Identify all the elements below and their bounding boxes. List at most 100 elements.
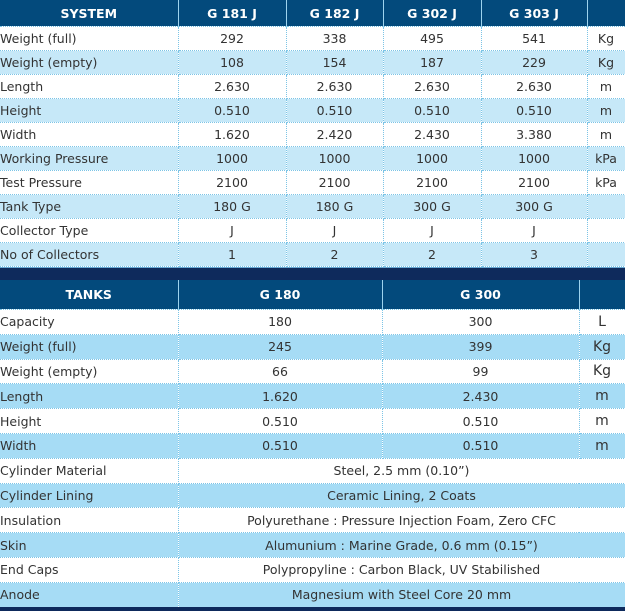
row-label: Weight (empty)	[0, 50, 179, 75]
cell-value: 2.630	[286, 74, 384, 99]
cell-value: 245	[178, 334, 383, 360]
unit-cell: kPa	[587, 170, 625, 195]
unit-cell	[587, 194, 625, 219]
cell-value: J	[383, 218, 482, 243]
cell-value: 300 G	[481, 194, 588, 219]
cell-value: 0.510	[178, 433, 383, 459]
row-label: Height	[0, 408, 179, 434]
cell-value: 154	[286, 50, 384, 75]
cell-value: Alumunium : Marine Grade, 0.6 mm (0.15”)	[178, 532, 625, 558]
unit-cell: Kg	[579, 359, 625, 385]
unit-cell: L	[579, 309, 625, 335]
unit-cell: Kg	[587, 50, 625, 75]
cell-value: 1.620	[178, 122, 287, 147]
cell-value: J	[178, 218, 287, 243]
column-header: TANKS	[0, 280, 179, 310]
unit-cell: Kg	[587, 26, 625, 51]
table-row: Height 0.510 0.510 0.510 0.510 m	[0, 98, 625, 123]
cell-value: 1000	[383, 146, 482, 171]
table-row: Weight (full) 245 399 Kg	[0, 334, 625, 360]
row-label: Weight (full)	[0, 334, 179, 360]
row-label: Length	[0, 383, 179, 410]
row-label: Length	[0, 74, 179, 99]
cell-value: 180 G	[178, 194, 287, 219]
cell-value: 0.510	[382, 433, 580, 459]
table-row: Cylinder Lining Ceramic Lining, 2 Coats	[0, 483, 625, 509]
unit-cell: m	[579, 433, 625, 459]
cell-value: 399	[382, 334, 580, 360]
cell-value: 1000	[178, 146, 287, 171]
table-row: Height 0.510 0.510 m	[0, 408, 625, 434]
unit-cell: kPa	[587, 146, 625, 171]
unit-cell: m	[579, 383, 625, 410]
cell-value: 66	[178, 359, 383, 385]
cell-value: 2100	[286, 170, 384, 195]
table-row: Skin Alumunium : Marine Grade, 0.6 mm (0.…	[0, 532, 625, 558]
cell-value: 0.510	[178, 98, 287, 123]
cell-value: 108	[178, 50, 287, 75]
row-label: Insulation	[0, 507, 179, 534]
cell-value: 1	[178, 242, 287, 267]
row-label: No of Collectors	[0, 242, 179, 267]
cell-value: 1000	[481, 146, 588, 171]
cell-value: Magnesium with Steel Core 20 mm	[178, 582, 625, 608]
row-label: Capacity	[0, 309, 179, 335]
table-row: Length 1.620 2.430 m	[0, 383, 625, 410]
row-label: Width	[0, 433, 179, 459]
row-label: Cylinder Lining	[0, 483, 179, 509]
table-row: Weight (full) 292 338 495 541 Kg	[0, 26, 625, 51]
cell-value: 187	[383, 50, 482, 75]
cell-value: 495	[383, 26, 482, 51]
cell-value: 180 G	[286, 194, 384, 219]
table-row: Cylinder Material Steel, 2.5 mm (0.10”)	[0, 458, 625, 484]
column-header: G 182 J	[286, 0, 384, 27]
column-header	[587, 0, 625, 27]
row-label: Width	[0, 122, 179, 147]
column-header: G 181 J	[178, 0, 287, 27]
cell-value: 99	[382, 359, 580, 385]
cell-value: 2.430	[382, 383, 580, 410]
unit-cell: m	[587, 98, 625, 123]
row-label: Cylinder Material	[0, 458, 179, 484]
table-row: Weight (empty) 108 154 187 229 Kg	[0, 50, 625, 75]
unit-cell: m	[587, 74, 625, 99]
row-label: Anode	[0, 582, 179, 608]
column-header	[579, 280, 625, 310]
cell-value: 2.630	[481, 74, 588, 99]
cell-value: J	[286, 218, 384, 243]
cell-value: Polypropyline : Carbon Black, UV Stabili…	[178, 557, 625, 583]
unit-cell: m	[587, 122, 625, 147]
table-separator	[0, 267, 625, 280]
row-label: Tank Type	[0, 194, 179, 219]
cell-value: 541	[481, 26, 588, 51]
table-row: Length 2.630 2.630 2.630 2.630 m	[0, 74, 625, 99]
row-label: Collector Type	[0, 218, 179, 243]
cell-value: Polyurethane : Pressure Injection Foam, …	[178, 507, 625, 534]
cell-value: 0.510	[383, 98, 482, 123]
column-header: G 180	[178, 280, 383, 310]
row-label: Weight (empty)	[0, 359, 179, 385]
cell-value: 2.630	[383, 74, 482, 99]
cell-value: 0.510	[481, 98, 588, 123]
table-row: Tank Type 180 G 180 G 300 G 300 G	[0, 194, 625, 219]
column-header: SYSTEM	[0, 0, 179, 27]
column-header: G 302 J	[383, 0, 482, 27]
cell-value: 2.430	[383, 122, 482, 147]
table-row: Weight (empty) 66 99 Kg	[0, 359, 625, 385]
cell-value: 3	[481, 242, 588, 267]
column-header: G 303 J	[481, 0, 588, 27]
cell-value: 180	[178, 309, 383, 335]
cell-value: 292	[178, 26, 287, 51]
cell-value: 300	[382, 309, 580, 335]
cell-value: Ceramic Lining, 2 Coats	[178, 483, 625, 509]
column-header: G 300	[382, 280, 580, 310]
bottom-border	[0, 607, 625, 611]
cell-value: 1000	[286, 146, 384, 171]
cell-value: 0.510	[382, 408, 580, 434]
cell-value: 229	[481, 50, 588, 75]
row-label: Height	[0, 98, 179, 123]
row-label: Weight (full)	[0, 26, 179, 51]
cell-value: 2100	[481, 170, 588, 195]
